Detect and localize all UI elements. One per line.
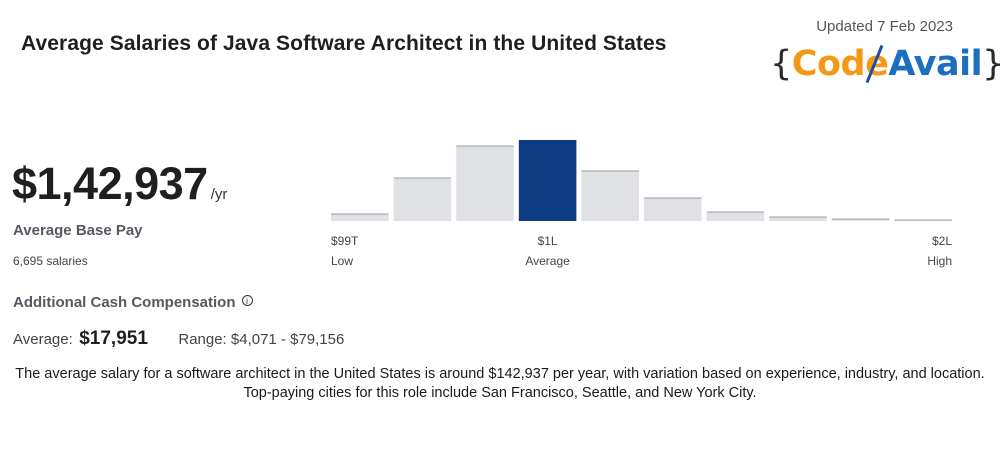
- histogram-bar: [456, 146, 514, 221]
- description-text: The average salary for a software archit…: [15, 366, 985, 401]
- additional-compensation-heading: Additional Cash Compensation i: [13, 294, 253, 311]
- codeavail-logo: {CodeAvail}: [770, 40, 1000, 88]
- histogram-bar: [393, 178, 452, 221]
- salary-count: 6,695 salaries: [13, 254, 88, 268]
- logo-close-brace: }: [982, 44, 1000, 84]
- histogram-bar: [644, 198, 702, 221]
- logo-open-brace: {: [770, 44, 792, 84]
- avg-label: Average:: [13, 331, 73, 348]
- updated-date: Updated 7 Feb 2023: [816, 18, 953, 35]
- histogram-bar: [581, 171, 639, 221]
- additional-compensation-values: Average: $17,951 Range: $4,071 - $79,156: [13, 328, 344, 350]
- axis-sub-label: Low: [331, 254, 353, 268]
- axis-tick-label: $2L: [932, 234, 952, 248]
- axis-sub-label: Average: [525, 254, 570, 268]
- additional-compensation-label: Additional Cash Compensation: [13, 294, 236, 311]
- histogram-bar-average: [518, 140, 577, 221]
- histogram-bar: [894, 220, 952, 221]
- page-title: Average Salaries of Java Software Archit…: [21, 32, 667, 55]
- histogram-bar: [831, 219, 890, 221]
- compensation-range: Range: $4,071 - $79,156: [178, 331, 345, 348]
- info-icon[interactable]: i: [241, 295, 253, 306]
- salary-unit: /yr: [210, 186, 228, 203]
- base-pay-label: Average Base Pay: [13, 222, 143, 239]
- histogram-bar: [331, 214, 389, 221]
- avg-value: $17,951: [79, 328, 148, 349]
- axis-tick-label: $1L: [538, 234, 558, 248]
- logo-avail-text: Avail: [888, 44, 983, 84]
- axis-sub-label: High: [927, 254, 952, 268]
- salary-amount: $1,42,937: [12, 158, 208, 209]
- histogram-bar: [706, 212, 765, 221]
- histogram-bar: [769, 217, 827, 221]
- average-salary: $1,42,937/yr: [12, 158, 227, 210]
- axis-tick-label: $99T: [331, 234, 359, 248]
